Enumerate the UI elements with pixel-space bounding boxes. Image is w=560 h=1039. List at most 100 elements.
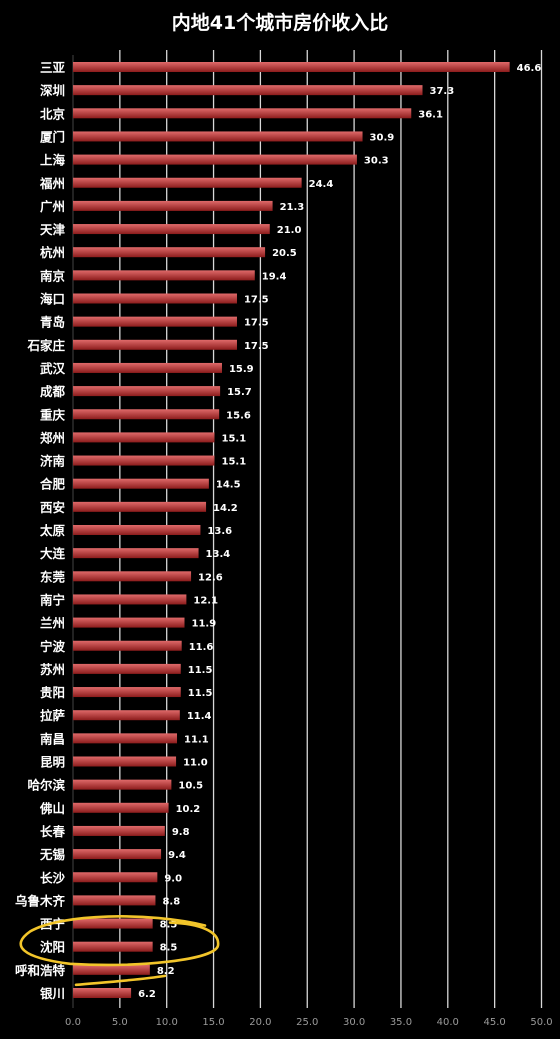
x-tick-label: 0.0 bbox=[65, 1017, 81, 1028]
category-label: 北京 bbox=[40, 106, 66, 121]
bar bbox=[73, 594, 187, 605]
bar bbox=[73, 362, 222, 373]
value-label: 15.6 bbox=[226, 410, 251, 421]
value-label: 11.0 bbox=[183, 758, 208, 769]
bar bbox=[73, 988, 132, 998]
value-label: 14.5 bbox=[216, 480, 241, 491]
x-tick-label: 15.0 bbox=[202, 1017, 224, 1028]
bars bbox=[73, 62, 510, 998]
category-label: 天津 bbox=[40, 222, 66, 237]
value-label: 46.6 bbox=[517, 63, 542, 74]
category-label: 南昌 bbox=[40, 731, 65, 746]
bar bbox=[73, 108, 412, 119]
x-axis-ticks: 0.0 5.0 10.0 15.0 20.0 25.0 30.0 35.0 40.0 45.0 50… bbox=[65, 1017, 553, 1028]
category-label: 东莞 bbox=[40, 569, 66, 584]
value-label: 36.1 bbox=[418, 109, 443, 120]
value-label: 15.1 bbox=[221, 433, 246, 444]
bar bbox=[73, 548, 199, 559]
category-label: 郑州 bbox=[40, 430, 65, 445]
bar bbox=[73, 386, 221, 397]
bar bbox=[73, 154, 357, 165]
value-label: 11.4 bbox=[187, 711, 212, 722]
value-label: 13.6 bbox=[207, 526, 232, 537]
category-label: 青岛 bbox=[40, 315, 65, 330]
value-label: 8.8 bbox=[162, 896, 180, 907]
bar bbox=[73, 849, 162, 860]
bar bbox=[73, 224, 270, 235]
bar bbox=[73, 432, 215, 443]
category-label: 济南 bbox=[40, 454, 66, 469]
category-label: 佛山 bbox=[39, 801, 65, 816]
category-label: 福州 bbox=[39, 176, 65, 191]
value-label: 6.2 bbox=[138, 989, 156, 1000]
value-label: 11.9 bbox=[192, 619, 217, 630]
category-label: 上海 bbox=[40, 153, 66, 168]
value-label: 9.0 bbox=[164, 873, 182, 884]
bar bbox=[73, 779, 172, 790]
value-label: 9.4 bbox=[168, 850, 186, 861]
value-label: 10.5 bbox=[178, 781, 203, 792]
x-tick-label: 20.0 bbox=[249, 1017, 271, 1028]
category-label: 银川 bbox=[40, 986, 65, 1001]
value-label: 15.7 bbox=[227, 387, 252, 398]
value-label: 11.5 bbox=[188, 688, 213, 699]
category-label: 乌鲁木齐 bbox=[15, 893, 66, 908]
category-label: 沈阳 bbox=[40, 940, 65, 955]
value-label: 30.3 bbox=[364, 156, 389, 167]
value-label: 8.5 bbox=[160, 920, 178, 931]
value-label: 20.5 bbox=[272, 248, 297, 259]
category-label: 宁波 bbox=[40, 639, 66, 654]
category-label: 拉萨 bbox=[40, 708, 66, 723]
bar bbox=[73, 825, 165, 836]
value-label: 17.5 bbox=[244, 341, 269, 352]
category-label: 成都 bbox=[40, 384, 66, 399]
value-label: 21.3 bbox=[280, 202, 305, 213]
highlight-annotation bbox=[19, 915, 220, 987]
category-label: 广州 bbox=[40, 199, 65, 214]
value-label: 9.8 bbox=[172, 827, 190, 838]
bar bbox=[73, 247, 266, 258]
category-label: 合肥 bbox=[40, 477, 66, 492]
category-label: 南宁 bbox=[40, 592, 65, 607]
value-label: 11.5 bbox=[188, 665, 213, 676]
bar bbox=[73, 131, 363, 142]
bar bbox=[73, 872, 158, 883]
category-label: 厦门 bbox=[40, 129, 65, 144]
x-tick-label: 35.0 bbox=[390, 1017, 412, 1028]
category-labels: 三亚深圳北京厦门上海福州广州天津杭州南京海口青岛石家庄武汉成都重庆郑州济南合肥西… bbox=[15, 60, 66, 1001]
category-label: 无锡 bbox=[39, 847, 66, 862]
value-label: 8.2 bbox=[157, 966, 175, 977]
value-label: 15.9 bbox=[229, 364, 254, 375]
x-tick-label: 25.0 bbox=[296, 1017, 318, 1028]
category-label: 石家庄 bbox=[26, 338, 65, 353]
x-tick-label: 30.0 bbox=[343, 1017, 365, 1028]
bar bbox=[73, 918, 153, 929]
value-labels: 46.6 37.3 36.1 30.9 30.3 24.4 21.3 21.0 20.5 19.4… bbox=[138, 63, 541, 1000]
bar bbox=[73, 177, 302, 188]
category-label: 海口 bbox=[40, 292, 65, 307]
bar bbox=[73, 85, 423, 96]
bar bbox=[73, 802, 169, 813]
x-tick-label: 45.0 bbox=[484, 1017, 506, 1028]
bar bbox=[73, 617, 185, 628]
value-label: 11.6 bbox=[189, 642, 214, 653]
value-label: 21.0 bbox=[277, 225, 302, 236]
bar bbox=[73, 455, 215, 466]
bar bbox=[73, 525, 201, 535]
value-label: 10.2 bbox=[176, 804, 201, 815]
bar bbox=[73, 571, 192, 582]
bar bbox=[73, 964, 150, 975]
bar bbox=[73, 409, 220, 420]
value-label: 17.5 bbox=[244, 295, 269, 306]
category-label: 贵阳 bbox=[40, 685, 65, 700]
value-label: 30.9 bbox=[370, 132, 395, 143]
bar bbox=[73, 200, 273, 211]
bar bbox=[73, 663, 181, 674]
value-label: 12.6 bbox=[198, 572, 223, 583]
category-label: 长沙 bbox=[40, 870, 66, 885]
category-label: 南京 bbox=[40, 268, 66, 283]
bar bbox=[73, 710, 180, 721]
bar bbox=[73, 733, 178, 744]
bar bbox=[73, 895, 156, 906]
